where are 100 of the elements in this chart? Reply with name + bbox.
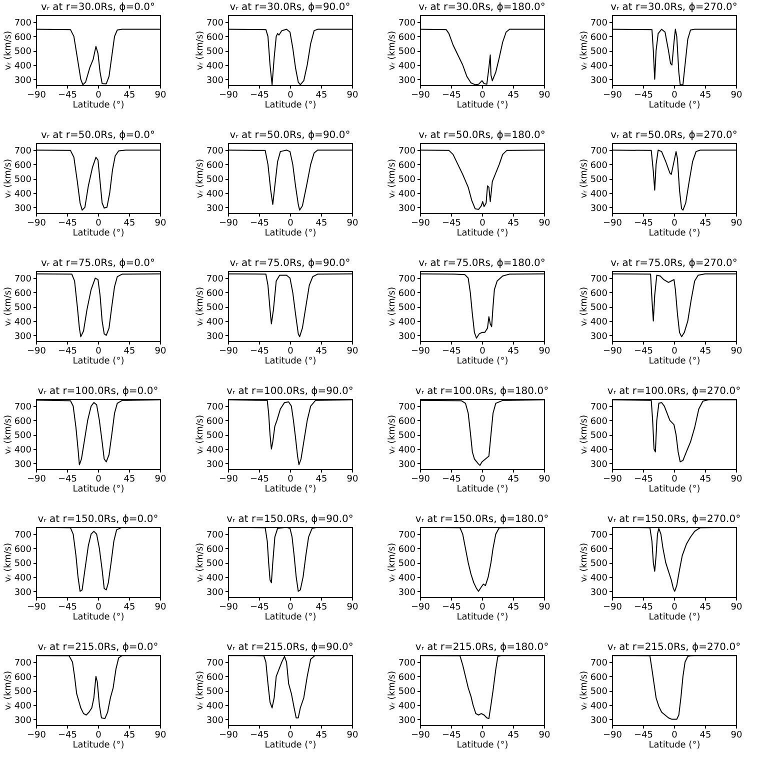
x-tick-label: 0 (480, 602, 486, 612)
y-tick-label: 600 (206, 160, 224, 171)
x-tick-label: 45 (508, 218, 520, 228)
x-tick-label: 90 (730, 474, 742, 484)
y-tick-label: 400 (206, 190, 224, 200)
x-tick-label: 90 (730, 346, 742, 356)
x-tick-label: 90 (346, 346, 358, 356)
x-tick-label: −90 (603, 730, 622, 740)
y-tick-label: 500 (14, 175, 32, 186)
x-tick-label: −45 (634, 730, 653, 740)
x-axis-title: Latitude (°) (648, 100, 700, 110)
x-axis-title: Latitude (°) (264, 228, 316, 238)
x-tick-label: −90 (411, 346, 430, 356)
x-axis-title: Latitude (°) (456, 740, 508, 750)
x-tick-label: −90 (219, 474, 238, 484)
y-tick-label: 700 (206, 530, 224, 541)
x-tick-label: 45 (700, 90, 712, 100)
y-tick-label: 400 (398, 702, 416, 712)
y-tick-label: 700 (590, 146, 608, 157)
y-tick-label: 400 (398, 446, 416, 456)
y-tick-label: 700 (14, 18, 32, 29)
y-tick-label: 400 (14, 190, 32, 200)
y-tick-label: 700 (206, 402, 224, 413)
y-axis-title: vᵣ (km/s) (3, 670, 14, 710)
y-axis-title: vᵣ (km/s) (387, 670, 398, 710)
x-tick-label: 90 (730, 90, 742, 100)
x-tick-label: 0 (480, 218, 486, 228)
x-tick-label: −45 (634, 474, 653, 484)
y-axis-title: vᵣ (km/s) (3, 158, 14, 198)
y-tick-label: 600 (398, 160, 416, 171)
y-axis-title: vᵣ (km/s) (195, 542, 206, 582)
y-axis-title: vᵣ (km/s) (579, 30, 590, 70)
y-tick-label: 500 (398, 559, 416, 570)
x-tick-label: 90 (538, 602, 550, 612)
y-tick-label: 500 (398, 175, 416, 186)
y-tick-label: 500 (14, 559, 32, 570)
y-tick-label: 600 (14, 672, 32, 683)
y-tick-label: 600 (590, 544, 608, 555)
y-tick-label: 300 (590, 332, 608, 342)
y-tick-label: 500 (590, 47, 608, 58)
x-tick-label: −90 (603, 474, 622, 484)
y-axis-title: vᵣ (km/s) (387, 30, 398, 70)
y-tick-label: 700 (206, 146, 224, 157)
y-tick-label: 500 (590, 175, 608, 186)
x-tick-label: −45 (250, 602, 269, 612)
x-tick-label: 0 (96, 346, 102, 356)
y-tick-label: 600 (14, 288, 32, 299)
y-tick-label: 600 (398, 288, 416, 299)
y-tick-label: 400 (206, 446, 224, 456)
chart-title: vᵣ at r=100.0Rs, ϕ=0.0° (38, 386, 158, 397)
x-tick-label: 0 (672, 346, 678, 356)
x-tick-label: −45 (442, 346, 461, 356)
x-tick-label: 0 (96, 730, 102, 740)
x-tick-label: 0 (480, 474, 486, 484)
x-axis-title: Latitude (°) (456, 228, 508, 238)
y-tick-label: 400 (398, 190, 416, 200)
y-tick-label: 400 (14, 318, 32, 328)
x-axis-title: Latitude (°) (648, 740, 700, 750)
x-tick-label: 90 (154, 474, 166, 484)
chart-title: vᵣ at r=75.0Rs, ϕ=180.0° (418, 258, 546, 269)
x-axis-title: Latitude (°) (72, 228, 124, 238)
x-tick-label: 45 (316, 730, 328, 740)
x-axis-title: Latitude (°) (456, 612, 508, 622)
y-tick-label: 700 (14, 402, 32, 413)
x-tick-label: 45 (508, 474, 520, 484)
x-axis-title: Latitude (°) (456, 356, 508, 366)
y-tick-label: 400 (398, 318, 416, 328)
x-tick-label: −45 (634, 346, 653, 356)
x-tick-label: 90 (154, 602, 166, 612)
y-axis-title: vᵣ (km/s) (579, 670, 590, 710)
x-tick-label: −90 (219, 90, 238, 100)
x-tick-label: 45 (508, 90, 520, 100)
y-tick-label: 400 (590, 62, 608, 72)
y-tick-label: 600 (206, 416, 224, 427)
y-tick-label: 300 (590, 460, 608, 470)
y-axis-title: vᵣ (km/s) (195, 286, 206, 326)
x-axis-title: Latitude (°) (456, 484, 508, 494)
y-tick-label: 300 (206, 204, 224, 214)
y-tick-label: 400 (206, 574, 224, 584)
y-tick-label: 700 (398, 146, 416, 157)
x-tick-label: −90 (411, 602, 430, 612)
y-tick-label: 500 (14, 303, 32, 314)
x-axis-title: Latitude (°) (264, 100, 316, 110)
x-tick-label: 90 (346, 730, 358, 740)
x-tick-label: −45 (442, 730, 461, 740)
x-tick-label: −45 (58, 218, 77, 228)
x-tick-label: −90 (603, 218, 622, 228)
x-tick-label: −90 (27, 474, 46, 484)
y-axis-title: vᵣ (km/s) (195, 670, 206, 710)
y-tick-label: 600 (14, 416, 32, 427)
x-tick-label: 0 (672, 218, 678, 228)
y-tick-label: 400 (398, 62, 416, 72)
y-axis-title: vᵣ (km/s) (579, 158, 590, 198)
chart-title: vᵣ at r=50.0Rs, ϕ=180.0° (418, 130, 546, 141)
x-tick-label: −90 (603, 346, 622, 356)
x-tick-label: −45 (58, 90, 77, 100)
x-axis-title: Latitude (°) (264, 484, 316, 494)
y-tick-label: 500 (206, 303, 224, 314)
x-tick-label: −45 (634, 90, 653, 100)
x-axis-title: Latitude (°) (264, 612, 316, 622)
